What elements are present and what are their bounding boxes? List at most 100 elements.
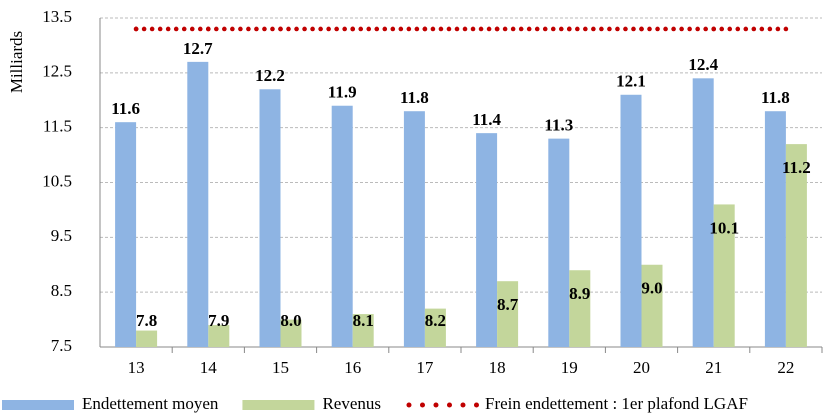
y-tick-label: 9.5 <box>51 226 72 245</box>
data-label: 8.2 <box>425 311 446 330</box>
line-dot <box>663 26 668 32</box>
line-point <box>567 26 572 32</box>
line-dot <box>703 26 708 32</box>
data-label: 11.8 <box>761 88 790 107</box>
legend-swatch <box>2 400 74 410</box>
line-dot <box>294 26 299 32</box>
legend-swatch <box>460 402 466 408</box>
bar <box>331 105 353 347</box>
y-tick-label: 13.5 <box>42 7 72 26</box>
y-tick-label: 7.5 <box>51 336 72 355</box>
bar <box>692 78 714 348</box>
data-label: 7.8 <box>136 311 157 330</box>
y-tick-label: 12.5 <box>42 62 72 81</box>
data-label: 8.7 <box>497 295 519 314</box>
data-label: 11.4 <box>472 110 501 129</box>
data-label: 9.0 <box>641 279 662 298</box>
line-dot <box>149 26 155 32</box>
line-dot <box>334 26 339 32</box>
line-point <box>278 26 283 32</box>
data-label: 8.9 <box>569 284 590 303</box>
line-dot <box>454 26 460 32</box>
data-label: 8.1 <box>353 311 374 330</box>
legend-swatch <box>419 402 425 408</box>
line-dot <box>406 26 412 32</box>
line-dot <box>358 26 364 32</box>
legend-swatch <box>433 402 439 408</box>
line-dot <box>615 26 620 32</box>
x-tick-label: 13 <box>128 358 145 377</box>
data-label: 11.2 <box>782 158 811 177</box>
y-tick-label: 8.5 <box>51 281 72 300</box>
line-dot <box>695 26 700 32</box>
line-dot <box>558 26 564 32</box>
line-dot <box>181 26 187 32</box>
bar <box>569 270 591 347</box>
line-dot <box>374 26 380 32</box>
line-dot <box>727 26 733 32</box>
y-tick-label: 10.5 <box>42 171 72 190</box>
line-point <box>133 26 139 32</box>
line-point <box>783 26 789 32</box>
line-dot <box>623 26 628 32</box>
line-dot <box>165 26 171 32</box>
line-dot <box>534 26 540 32</box>
line-point <box>639 26 644 32</box>
y-axis-title: Milliards <box>7 31 26 93</box>
line-dot <box>470 26 476 32</box>
x-tick-label: 17 <box>416 358 434 377</box>
legend-label: Endettement moyen <box>82 394 219 413</box>
bar <box>208 325 230 347</box>
bar <box>476 133 498 347</box>
line-dot <box>189 26 195 32</box>
line-dot <box>583 26 588 32</box>
x-tick-label: 19 <box>561 358 578 377</box>
data-label: 12.7 <box>183 39 213 58</box>
line-dot <box>414 26 420 32</box>
bar <box>115 122 137 347</box>
line-point <box>350 26 356 32</box>
line-dot <box>631 26 636 32</box>
bar <box>187 61 209 347</box>
bar <box>548 138 570 347</box>
bar <box>259 89 281 348</box>
x-tick-label: 16 <box>344 358 361 377</box>
data-label: 12.2 <box>255 66 285 85</box>
x-tick-label: 18 <box>489 358 506 377</box>
line-dot <box>775 26 781 32</box>
bar <box>497 281 519 347</box>
bar <box>403 111 425 347</box>
legend-swatch <box>406 402 412 408</box>
line-point <box>711 26 716 32</box>
bar <box>764 111 786 347</box>
line-point <box>494 26 500 32</box>
line-dot <box>398 26 404 32</box>
line-dot <box>214 26 219 32</box>
x-tick-label: 15 <box>272 358 289 377</box>
line-dot <box>270 26 275 32</box>
line-dot <box>238 26 243 32</box>
line-dot <box>462 26 468 32</box>
line-dot <box>430 26 436 32</box>
line-dot <box>743 26 749 32</box>
data-label: 8.0 <box>280 311 301 330</box>
line-dot <box>302 26 307 32</box>
bar <box>280 319 302 347</box>
line-dot <box>502 26 508 32</box>
legend-swatch <box>473 402 479 408</box>
x-tick-label: 20 <box>633 358 650 377</box>
line-dot <box>542 26 548 32</box>
line-dot <box>286 26 291 32</box>
line-dot <box>262 26 267 32</box>
line-dot <box>478 26 484 32</box>
line-dot <box>550 26 556 32</box>
line-point <box>422 26 428 32</box>
bar <box>136 330 158 347</box>
data-label: 11.9 <box>328 83 357 102</box>
data-label: 12.4 <box>688 55 718 74</box>
line-dot <box>510 26 516 32</box>
line-dot <box>607 26 612 32</box>
line-dot <box>318 26 323 32</box>
line-dot <box>326 26 331 32</box>
